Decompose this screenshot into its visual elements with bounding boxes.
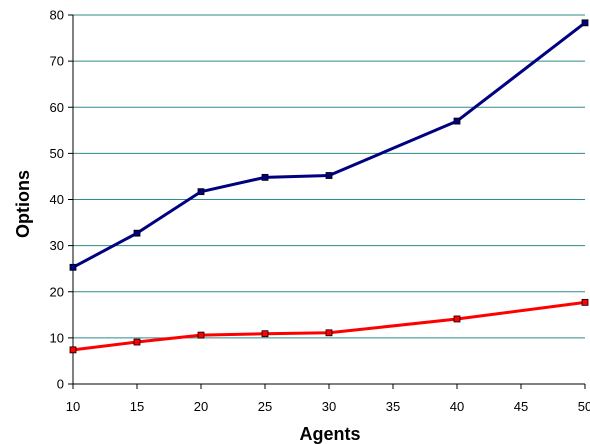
x-tick-label-15: 15	[130, 399, 144, 414]
x-tick-label-20: 20	[194, 399, 208, 414]
x-tick-label-25: 25	[258, 399, 272, 414]
x-tick-label-40: 40	[450, 399, 464, 414]
series-1-point-30	[325, 172, 333, 179]
x-axis-title: Agents	[299, 424, 360, 444]
x-tick-label-30: 30	[322, 399, 336, 414]
x-tick-label-35: 35	[386, 399, 400, 414]
series-2-point-20	[197, 331, 205, 339]
x-tick-label-45: 45	[514, 399, 528, 414]
series-2-point-15	[133, 338, 141, 346]
series-1-point-15	[133, 229, 141, 237]
series-1-line	[72, 21, 586, 269]
grid-lines	[73, 14, 585, 339]
y-tick-label-30: 30	[50, 238, 64, 253]
y-tick-label-20: 20	[50, 284, 64, 299]
series-1-point-10	[69, 263, 77, 271]
y-tick-label-70: 70	[50, 54, 64, 69]
series-2-point-50	[581, 298, 589, 306]
y-axis-ticks: 0 10 20 30 40 50 60 70 80	[50, 8, 73, 392]
series-2-line	[72, 300, 586, 352]
series-2-point-25	[261, 330, 269, 338]
series-2-point-30	[325, 329, 333, 337]
y-tick-label-80: 80	[50, 8, 64, 23]
series-2-point-40	[453, 315, 461, 323]
x-tick-label-10: 10	[66, 399, 80, 414]
x-axis-ticks: 10 15 20 25 30 35 40 45 50	[66, 384, 590, 414]
series-1-point-20	[197, 188, 205, 196]
series-1-point-50	[581, 19, 589, 27]
y-tick-label-10: 10	[50, 330, 64, 345]
series-1-point-25	[261, 173, 269, 181]
y-axis-title: Options	[13, 170, 33, 238]
y-tick-label-60: 60	[50, 100, 64, 115]
series-2-point-10	[69, 346, 77, 354]
series-1-point-40	[453, 117, 461, 125]
y-tick-label-0: 0	[57, 377, 64, 392]
y-tick-label-40: 40	[50, 192, 64, 207]
x-tick-label-50: 50	[578, 399, 590, 414]
data-series	[69, 19, 589, 354]
y-tick-label-50: 50	[50, 146, 64, 161]
